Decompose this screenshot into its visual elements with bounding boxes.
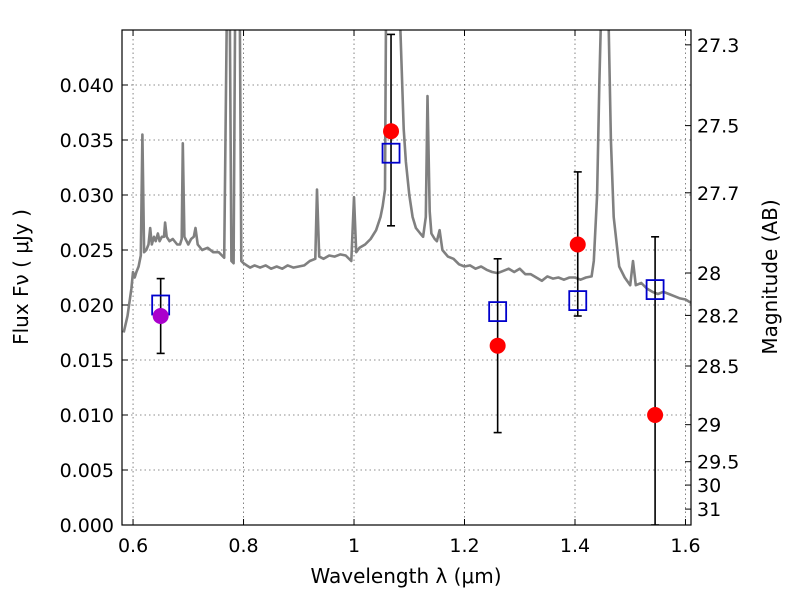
- right-tick-label: 28.2: [697, 305, 739, 327]
- observed-flux-point: [647, 407, 664, 423]
- y-tick-label: 0.025: [60, 240, 114, 262]
- x-axis-ticks: 0.6 0.8 1 1.2 1.4 1.6: [118, 30, 701, 557]
- x-tick-label: 1.6: [670, 535, 700, 557]
- y-tick-label: 0.005: [60, 460, 114, 482]
- observed-flux-point: [569, 236, 586, 253]
- right-axis-label: Magnitude (AB): [758, 199, 782, 354]
- right-tick-label: 31: [697, 499, 721, 521]
- y-tick-label: 0.030: [60, 185, 114, 207]
- right-tick-label: 30: [697, 475, 721, 497]
- x-tick-label: 0.6: [118, 535, 148, 557]
- right-tick-label: 29.5: [697, 452, 739, 474]
- observed-flux-point: [383, 123, 400, 140]
- y-axis-label: Flux Fν ( μJy ): [9, 209, 33, 345]
- y-tick-label: 0.020: [60, 295, 114, 317]
- y-tick-label: 0.015: [60, 350, 114, 372]
- model-point-layer: [151, 142, 665, 323]
- model-spectrum-line: [122, 30, 691, 333]
- spectrum-layer: [122, 30, 691, 333]
- model-photometry-square: [381, 142, 401, 164]
- y-tick-label: 0.040: [60, 75, 114, 97]
- model-photometry-square: [645, 279, 665, 301]
- x-axis-label: Wavelength λ (μm): [310, 564, 501, 588]
- observed-point-layer: [152, 123, 664, 423]
- right-tick-label: 27.5: [697, 116, 739, 138]
- y-tick-label: 0.035: [60, 130, 114, 152]
- right-tick-label: 29: [697, 415, 721, 437]
- y-tick-label: 0.010: [60, 405, 114, 427]
- x-tick-label: 0.8: [228, 535, 258, 557]
- grid-lines: [122, 30, 691, 526]
- x-tick-label: 1: [348, 535, 360, 557]
- x-tick-label: 1.2: [449, 535, 479, 557]
- right-tick-label: 28.5: [697, 356, 739, 378]
- right-tick-label: 27.7: [697, 183, 739, 205]
- plot-frame: [121, 29, 692, 526]
- x-tick-label: 1.4: [560, 535, 590, 557]
- observed-flux-point: [152, 308, 169, 324]
- model-photometry-square: [568, 290, 588, 312]
- y-axis-ticks: 0.000 0.005 0.010 0.015 0.020 0.025 0.030 0.035…: [60, 75, 128, 537]
- right-tick-label: 27.3: [697, 35, 739, 57]
- y-tick-label: 0.000: [60, 515, 114, 537]
- right-tick-label: 28: [697, 263, 721, 285]
- model-photometry-square: [488, 301, 508, 323]
- observed-flux-point: [489, 337, 506, 354]
